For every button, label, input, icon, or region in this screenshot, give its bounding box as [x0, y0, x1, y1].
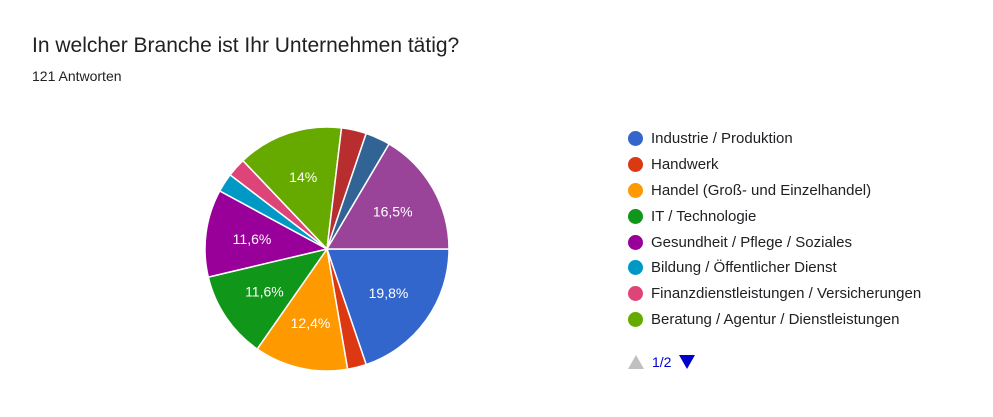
response-count: 121 Antworten	[32, 68, 122, 84]
legend-label: Handel (Groß- und Einzelhandel)	[651, 181, 872, 199]
page-indicator: 1/2	[652, 354, 672, 370]
chart-title: In welcher Branche ist Ihr Unternehmen t…	[32, 34, 460, 57]
legend-swatch	[628, 182, 643, 198]
legend-item-6[interactable]: Finanzdienstleistungen / Versicherungen	[628, 281, 921, 307]
pie-slice-0[interactable]	[325, 248, 450, 366]
legend-label: Handwerk	[651, 156, 719, 174]
legend-label: IT / Technologie	[651, 207, 757, 225]
slice-label-7: 14%	[289, 169, 317, 185]
legend-swatch	[628, 208, 643, 224]
slice-label-10: 16,5%	[373, 204, 413, 220]
pie-slice-4[interactable]	[204, 189, 330, 279]
legend-swatch	[628, 234, 643, 250]
slice-label-0: 19,8%	[369, 285, 409, 301]
legend-pager: 1/2	[628, 354, 696, 370]
legend-item-2[interactable]: Handel (Groß- und Einzelhandel)	[628, 178, 921, 204]
pie-slice-10[interactable]	[325, 142, 450, 250]
legend-swatch	[628, 286, 643, 302]
legend-swatch	[628, 311, 643, 327]
legend-swatch	[628, 260, 643, 276]
legend-item-1[interactable]: Handwerk	[628, 152, 921, 178]
slice-label-2: 12,4%	[291, 315, 331, 331]
chart-legend: Industrie / Produktion Handwerk Handel (Gr…	[628, 126, 921, 332]
legend-label: Finanzdienstleistungen / Versicherungen	[651, 285, 922, 303]
legend-label: Gesundheit / Pflege / Soziales	[651, 233, 852, 251]
triangle-down-icon[interactable]	[679, 355, 696, 369]
legend-item-3[interactable]: IT / Technologie	[628, 203, 921, 229]
pie-slice-3[interactable]	[207, 247, 329, 351]
legend-item-4[interactable]: Gesundheit / Pflege / Soziales	[628, 229, 921, 255]
pie-slice-7[interactable]	[241, 126, 343, 251]
legend-label: Bildung / Öffentlicher Dienst	[651, 259, 837, 277]
legend-item-0[interactable]: Industrie / Produktion	[628, 126, 921, 152]
legend-swatch	[628, 157, 643, 173]
legend-label: Industrie / Produktion	[651, 130, 793, 148]
legend-item-7[interactable]: Beratung / Agentur / Dienstleistungen	[628, 307, 921, 333]
slice-label-3: 11,6%	[245, 284, 284, 300]
legend-item-5[interactable]: Bildung / Öffentlicher Dienst	[628, 255, 921, 281]
legend-label: Beratung / Agentur / Dienstleistungen	[651, 310, 900, 328]
triangle-up-icon[interactable]	[628, 355, 644, 369]
slice-label-4: 11,6%	[233, 231, 272, 247]
legend-swatch	[628, 131, 643, 147]
pie-slice-2[interactable]	[256, 247, 349, 372]
